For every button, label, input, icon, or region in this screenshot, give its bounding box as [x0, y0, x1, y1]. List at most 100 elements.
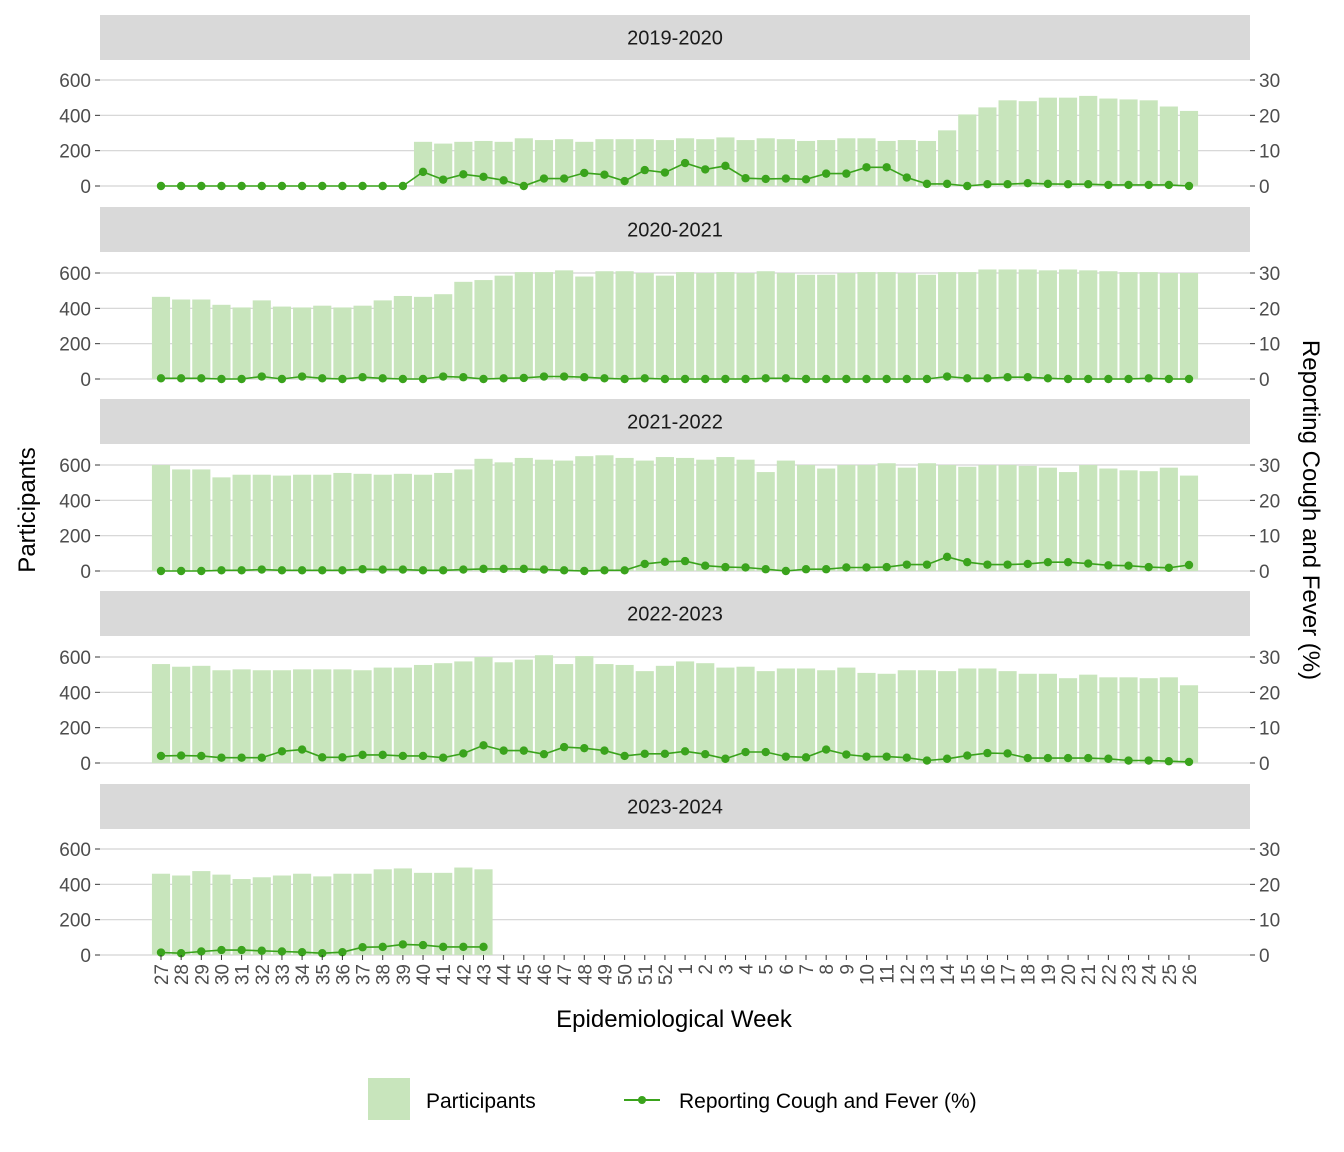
participants-bar: [1079, 465, 1098, 571]
participants-bar: [1038, 97, 1057, 186]
cough-fever-point: [680, 158, 690, 168]
participants-bar: [655, 457, 674, 571]
cough-fever-point: [942, 552, 952, 562]
participants-bar: [172, 469, 191, 571]
facet-panel: 2022-2023 0 0 200 10 400 20 600 30: [59, 591, 1280, 775]
participants-bar: [837, 273, 856, 379]
participants-bar: [595, 271, 614, 379]
x-tick-label: 32: [253, 964, 274, 985]
participants-bar: [615, 139, 634, 186]
cough-fever-point: [963, 374, 972, 383]
cough-fever-point: [519, 181, 529, 191]
cough-fever-point: [398, 565, 408, 574]
x-tick-label: 16: [978, 964, 999, 985]
participants-bar: [1058, 472, 1078, 571]
x-tick-label: 2: [696, 964, 717, 975]
y-tick-label-right: 0: [1259, 754, 1270, 775]
x-tick-label: 23: [1120, 964, 1141, 985]
cough-fever-point: [1063, 374, 1073, 384]
participants-bar: [897, 670, 916, 763]
participants-bar: [615, 271, 634, 379]
cough-fever-point: [378, 374, 387, 383]
cough-fever-point: [963, 557, 972, 567]
participants-bar: [1018, 673, 1037, 763]
participants-bar: [151, 465, 171, 571]
cough-fever-point: [882, 163, 891, 172]
participants-bar: [393, 667, 412, 763]
participants-bar: [494, 462, 513, 571]
cough-fever-point: [580, 566, 589, 576]
cough-fever-point: [640, 165, 649, 175]
cough-fever-point: [620, 751, 629, 761]
participants-bar: [474, 869, 493, 955]
facet-panel: 2023-2024 0 0 200 10 400 20 600 30: [59, 784, 1280, 967]
participants-bar: [1159, 467, 1178, 571]
cough-fever-point: [1023, 178, 1032, 188]
cough-fever-point: [1023, 373, 1032, 382]
cough-fever-point: [1084, 374, 1093, 384]
cough-fever-point: [257, 372, 266, 381]
cough-fever-point: [459, 942, 468, 952]
cough-fever-point: [539, 174, 549, 183]
participants-bar: [635, 671, 654, 763]
participants-bar: [494, 275, 513, 379]
x-tick-label: 1: [676, 964, 697, 975]
cough-fever-point: [1003, 749, 1012, 758]
y-axis-title-left: Participants: [14, 447, 41, 572]
cough-fever-point: [539, 565, 549, 574]
participants-bar: [595, 455, 614, 571]
participants-bar: [192, 469, 211, 571]
cough-fever-point: [741, 747, 750, 757]
participants-bar: [897, 273, 916, 379]
participants-bar: [272, 306, 292, 379]
participants-bar: [575, 276, 594, 379]
cough-fever-point: [479, 942, 488, 952]
participants-bar: [1179, 110, 1199, 186]
cough-fever-point: [801, 374, 811, 384]
cough-fever-point: [963, 751, 972, 760]
y-tick-label-right: 20: [1259, 299, 1280, 320]
cough-fever-point: [882, 562, 891, 572]
cough-fever-point: [1124, 561, 1133, 570]
cough-fever-point: [620, 176, 629, 186]
participants-bar: [756, 472, 775, 571]
cough-fever-point: [701, 561, 710, 570]
cough-fever-point: [156, 751, 166, 761]
cough-fever-point: [1104, 561, 1113, 570]
cough-fever-point: [1184, 181, 1194, 191]
cough-fever-point: [701, 374, 710, 384]
participants-bar: [817, 670, 836, 763]
participants-bar: [897, 467, 916, 571]
cough-fever-point: [781, 752, 791, 761]
participants-bar: [434, 294, 453, 379]
cough-fever-point: [1023, 753, 1032, 763]
participants-bar: [333, 669, 352, 763]
cough-fever-point: [842, 563, 851, 572]
participants-bar: [313, 876, 332, 955]
cough-fever-point: [499, 374, 508, 383]
participants-bar: [796, 668, 816, 763]
cough-fever-point: [882, 374, 891, 384]
participants-bar: [756, 671, 775, 763]
cough-fever-point: [297, 745, 307, 754]
cough-fever-point: [1104, 754, 1113, 763]
participants-bar: [172, 299, 191, 379]
cough-fever-point: [459, 565, 468, 574]
y-tick-label-left: 200: [59, 911, 91, 932]
y-tick-label-right: 10: [1259, 911, 1280, 932]
cough-fever-point: [197, 374, 206, 383]
participants-bar: [534, 459, 554, 571]
participants-bar: [353, 670, 372, 763]
participants-bar: [877, 272, 896, 379]
cough-fever-point: [862, 374, 871, 384]
participants-bar: [514, 272, 533, 379]
participants-bar: [736, 273, 755, 379]
cough-fever-point: [559, 372, 569, 381]
cough-fever-point: [479, 564, 488, 574]
cough-fever-point: [680, 747, 690, 756]
cough-fever-point: [922, 560, 932, 569]
participants-bar: [696, 459, 715, 571]
cough-fever-point: [1043, 179, 1053, 189]
x-axis-ticks: 27 28 29 30 31 32 33 34 35 36 37 38 39 40 41 42 43 44 45 46…: [152, 955, 1201, 985]
participants-bar: [817, 274, 836, 379]
